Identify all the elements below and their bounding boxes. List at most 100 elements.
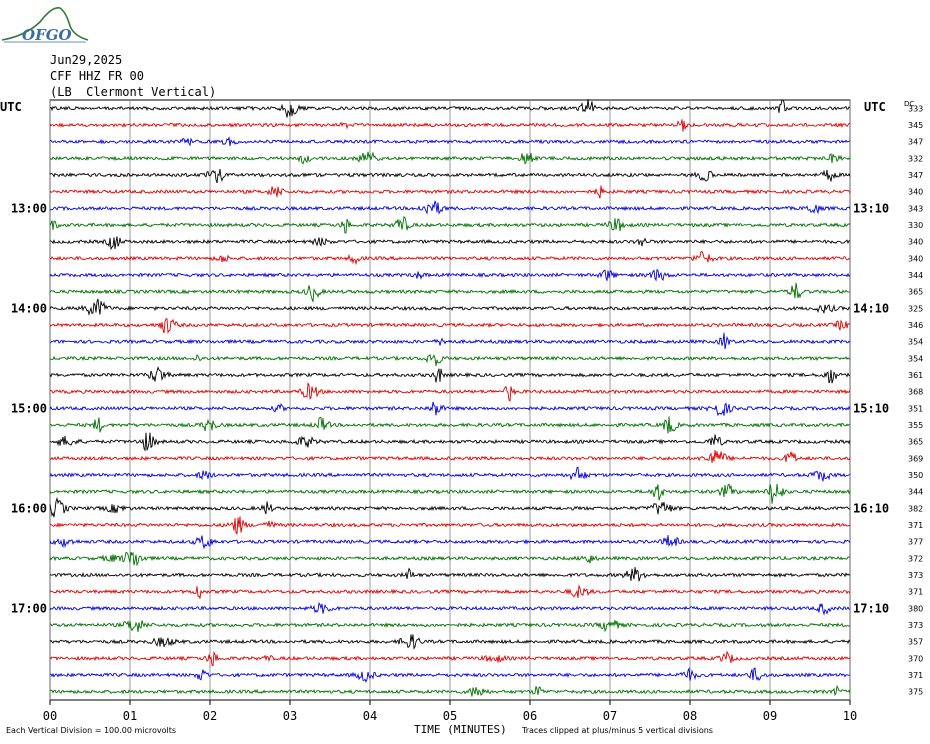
dc-value-label: 343 — [908, 204, 923, 213]
x-tick-label: 10 — [843, 709, 857, 723]
trace-line — [49, 282, 851, 303]
trace-line — [49, 136, 851, 147]
trace-line — [49, 298, 851, 316]
trace-line — [49, 449, 851, 463]
right-hour-label: 14:10 — [853, 301, 889, 315]
trace-line — [49, 236, 850, 251]
trace-line — [49, 620, 851, 633]
trace-line — [49, 496, 851, 518]
x-axis-title: TIME (MINUTES) — [414, 723, 507, 736]
right-utc-label: UTC — [864, 100, 886, 114]
dc-value-label: 344 — [908, 271, 923, 280]
trace-line — [50, 516, 851, 535]
trace-line — [49, 551, 851, 567]
right-hour-label: 15:10 — [853, 401, 889, 415]
dc-value-label: 369 — [908, 454, 923, 463]
trace-line — [49, 151, 851, 165]
clip-note: Traces clipped at plus/minus 5 vertical … — [521, 726, 713, 735]
x-tick-label: 05 — [443, 709, 457, 723]
trace-line — [49, 381, 851, 402]
dc-value-label: 347 — [908, 171, 923, 180]
left-hour-label: 14:00 — [11, 301, 47, 315]
trace-line — [49, 169, 851, 184]
trace-line — [49, 353, 851, 366]
trace-line — [49, 466, 851, 482]
dc-value-label: 372 — [908, 554, 923, 563]
x-tick-label: 01 — [123, 709, 137, 723]
trace-line — [49, 200, 851, 215]
logo-text: OFGO — [22, 26, 72, 44]
x-tick-label: 02 — [203, 709, 217, 723]
dc-value-label: 355 — [908, 421, 923, 430]
x-tick-label: 00 — [43, 709, 57, 723]
x-tick-label: 09 — [763, 709, 777, 723]
dc-value-label: 373 — [908, 571, 923, 580]
dc-value-label: 346 — [908, 321, 923, 330]
trace-line — [50, 99, 851, 118]
trace-line — [49, 667, 851, 683]
dc-value-label: 350 — [908, 471, 923, 480]
dc-value-label: 351 — [908, 404, 923, 413]
right-hour-label: 13:10 — [853, 201, 889, 215]
trace-line — [49, 483, 851, 504]
trace-line — [49, 185, 851, 199]
dc-value-label: 340 — [908, 188, 923, 197]
dc-value-label: 365 — [908, 288, 923, 297]
x-tick-label: 08 — [683, 709, 697, 723]
x-tick-label: 03 — [283, 709, 297, 723]
dc-value-label: 333 — [908, 104, 923, 113]
left-hour-label: 13:00 — [11, 201, 47, 215]
left-hour-label: 17:00 — [11, 601, 47, 615]
dc-value-label: 354 — [908, 338, 923, 347]
left-hour-label: 16:00 — [11, 501, 47, 515]
trace-line — [49, 215, 851, 234]
dc-value-label: 377 — [908, 538, 923, 547]
trace-line — [49, 584, 851, 599]
x-tick-label: 06 — [523, 709, 537, 723]
dc-value-label: 380 — [908, 604, 923, 613]
trace-line — [49, 416, 851, 434]
seismic-traces — [49, 99, 851, 697]
dc-value-label: 371 — [908, 588, 923, 597]
right-hour-label: 16:10 — [853, 501, 889, 515]
trace-line — [49, 535, 851, 550]
dc-value-label: 357 — [908, 638, 923, 647]
station-location: (LB Clermont Vertical) — [50, 85, 217, 99]
trace-line — [49, 684, 851, 697]
logo-wave-icon — [1, 6, 89, 43]
dc-value-label: 375 — [908, 688, 923, 697]
plot-date: Jun29,2025 — [50, 53, 123, 67]
dc-value-label: 370 — [908, 654, 923, 663]
trace-line — [49, 268, 851, 282]
station-code: CFF HHZ FR 00 — [50, 69, 144, 83]
dc-value-label: 371 — [908, 521, 923, 530]
dc-value-label: 382 — [908, 504, 923, 513]
dc-value-label: 340 — [908, 238, 923, 247]
trace-line — [49, 634, 851, 650]
trace-line — [49, 432, 851, 452]
trace-line — [49, 401, 851, 417]
dc-value-label: 332 — [908, 154, 923, 163]
dc-label: DC — [904, 100, 914, 108]
left-hour-label: 15:00 — [11, 401, 47, 415]
trace-line — [49, 318, 851, 334]
dc-value-label: 330 — [908, 221, 923, 230]
dc-value-label: 344 — [908, 488, 923, 497]
trace-line — [49, 119, 851, 132]
dc-value-label: 354 — [908, 354, 923, 363]
x-tick-label: 04 — [363, 709, 377, 723]
trace-line — [49, 602, 851, 616]
dc-value-label: 371 — [908, 671, 923, 680]
trace-line — [49, 650, 851, 667]
dc-value-label: 347 — [908, 138, 923, 147]
time-labels: 00 01 02 03 04 05 06 07 08 09 10 333 345 347 332 347 340… — [11, 104, 923, 723]
dc-value-label: 340 — [908, 254, 923, 263]
left-utc-label: UTC — [0, 100, 22, 114]
dc-value-label: 345 — [908, 121, 923, 130]
dc-value-label: 373 — [908, 621, 923, 630]
trace-line — [49, 567, 851, 582]
right-hour-label: 17:10 — [853, 601, 889, 615]
dc-value-label: 368 — [908, 388, 923, 397]
plot-grid — [49, 99, 851, 705]
